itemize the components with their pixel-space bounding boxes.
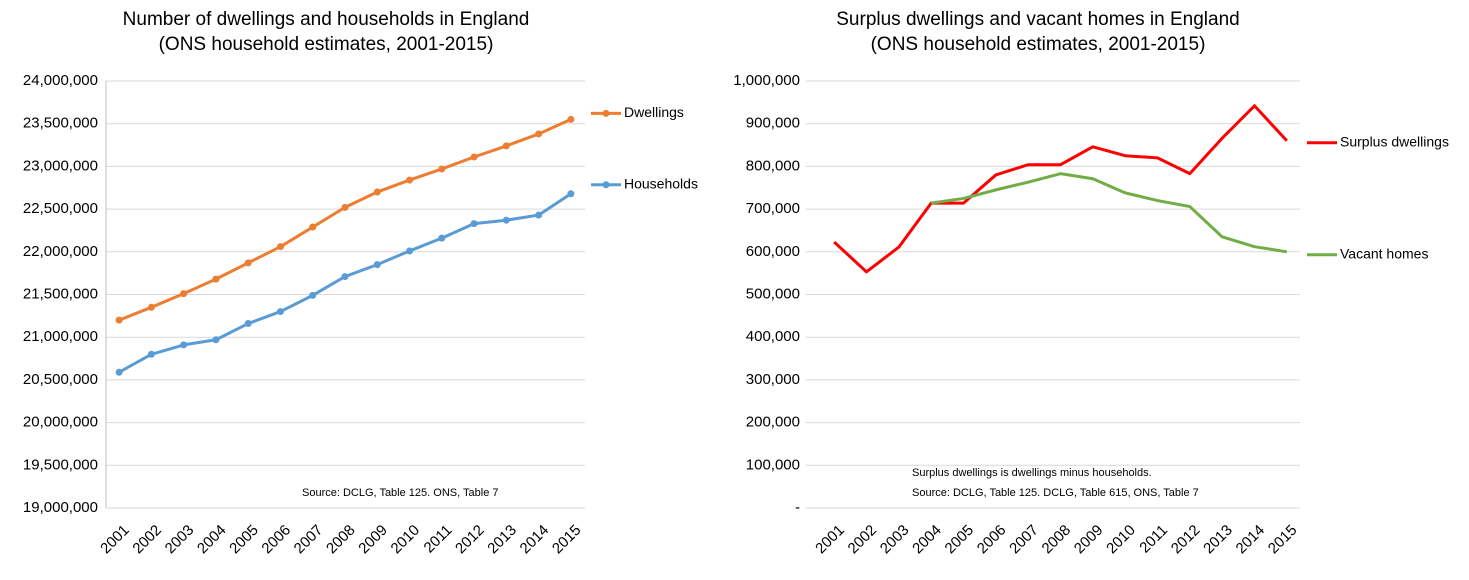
y-tick-label: 24,000,000	[23, 72, 98, 89]
x-tick-label: 2007	[291, 522, 327, 558]
y-tick-label: 19,000,000	[23, 499, 98, 516]
legend-marker	[602, 181, 610, 189]
x-tick-label: 2012	[1168, 522, 1204, 558]
y-tick-label: 900,000	[746, 115, 800, 132]
point	[244, 259, 252, 267]
x-tick-label: 2010	[1103, 522, 1139, 558]
point	[470, 220, 478, 228]
chart-subtitle: (ONS household estimates, 2001-2015)	[871, 34, 1206, 55]
y-tick-label: 23,500,000	[23, 115, 98, 132]
y-tick-label: 22,500,000	[23, 200, 98, 217]
y-tick-label: 500,000	[746, 285, 800, 302]
y-tick-label: 22,000,000	[23, 243, 98, 260]
source-note: Source: DCLG, Table 125. ONS, Table 7	[302, 487, 498, 499]
x-tick-label: 2004	[909, 522, 945, 558]
y-tick-label: 20,000,000	[23, 414, 98, 431]
y-tick-label: 200,000	[746, 414, 800, 431]
point	[438, 234, 446, 242]
x-tick-label: 2006	[974, 522, 1010, 558]
point	[502, 142, 510, 150]
x-tick-label: 2014	[517, 522, 553, 558]
point	[567, 115, 575, 123]
x-tick-label: 2014	[1233, 522, 1269, 558]
y-tick-label: 21,000,000	[23, 328, 98, 345]
y-tick-label: 21,500,000	[23, 285, 98, 302]
x-tick-label: 2002	[129, 522, 165, 558]
x-tick-label: 2011	[1136, 522, 1171, 557]
y-tick-label: 23,000,000	[23, 157, 98, 174]
y-tick-label: 19,500,000	[23, 456, 98, 473]
point	[502, 216, 510, 224]
y-tick-label: 300,000	[746, 371, 800, 388]
y-tick-label: 700,000	[746, 200, 800, 217]
legend-label: Vacant homes	[1340, 246, 1428, 262]
x-tick-label: 2005	[942, 522, 978, 558]
y-tick-label: 20,500,000	[23, 371, 98, 388]
x-tick-label: 2008	[323, 522, 359, 558]
chart-title: Surplus dwellings and vacant homes in En…	[836, 9, 1239, 30]
point	[147, 303, 155, 311]
x-tick-label: 2003	[877, 522, 913, 558]
chart-subtitle: (ONS household estimates, 2001-2015)	[159, 34, 494, 55]
y-tick-label: 400,000	[746, 328, 800, 345]
x-tick-label: 2001	[97, 522, 133, 558]
point	[373, 188, 381, 196]
point	[276, 308, 284, 316]
x-tick-label: 2009	[1071, 522, 1107, 558]
legend-marker	[602, 109, 610, 117]
x-tick-label: 2001	[812, 522, 848, 558]
point	[180, 290, 188, 298]
point	[115, 316, 123, 324]
x-tick-label: 2002	[845, 522, 881, 558]
point	[147, 350, 155, 358]
y-tick-label: -	[795, 499, 800, 516]
x-tick-label: 2013	[1200, 522, 1236, 558]
x-tick-label: 2005	[226, 522, 262, 558]
point	[535, 211, 543, 219]
series-line	[930, 172, 1288, 254]
point	[115, 368, 123, 376]
y-tick-label: 600,000	[746, 243, 800, 260]
point	[567, 190, 575, 198]
point	[406, 247, 414, 255]
x-tick-label: 2007	[1006, 522, 1042, 558]
x-tick-label: 2004	[194, 522, 230, 558]
point	[438, 165, 446, 173]
x-tick-label: 2008	[1039, 522, 1075, 558]
y-tick-label: 100,000	[746, 456, 800, 473]
x-tick-label: 2010	[388, 522, 424, 558]
x-tick-label: 2013	[484, 522, 520, 558]
point	[309, 291, 317, 299]
point	[373, 261, 381, 269]
y-tick-label: 1,000,000	[733, 72, 800, 89]
y-tick-label: 800,000	[746, 157, 800, 174]
point	[535, 130, 543, 138]
point	[212, 336, 220, 344]
point	[309, 223, 317, 231]
point	[406, 176, 414, 184]
x-tick-label: 2009	[355, 522, 391, 558]
x-tick-label: 2003	[162, 522, 198, 558]
point	[276, 243, 284, 251]
point	[212, 275, 220, 283]
x-tick-label: 2015	[549, 522, 585, 558]
point	[470, 153, 478, 161]
legend-label: Dwellings	[624, 104, 684, 120]
x-tick-label: 2011	[421, 522, 456, 557]
point	[341, 203, 349, 211]
legend-label: Households	[624, 175, 698, 191]
point	[244, 320, 252, 328]
source-note: Source: DCLG, Table 125. DCLG, Table 615…	[912, 487, 1199, 499]
chart-title: Number of dwellings and households in En…	[123, 9, 530, 30]
series-line	[833, 104, 1288, 274]
source-note: Surplus dwellings is dwellings minus hou…	[912, 467, 1152, 479]
point	[180, 341, 188, 349]
x-tick-label: 2012	[452, 522, 488, 558]
point	[341, 273, 349, 281]
x-tick-label: 2006	[258, 522, 294, 558]
x-tick-label: 2015	[1265, 522, 1301, 558]
legend-label: Surplus dwellings	[1340, 133, 1449, 149]
